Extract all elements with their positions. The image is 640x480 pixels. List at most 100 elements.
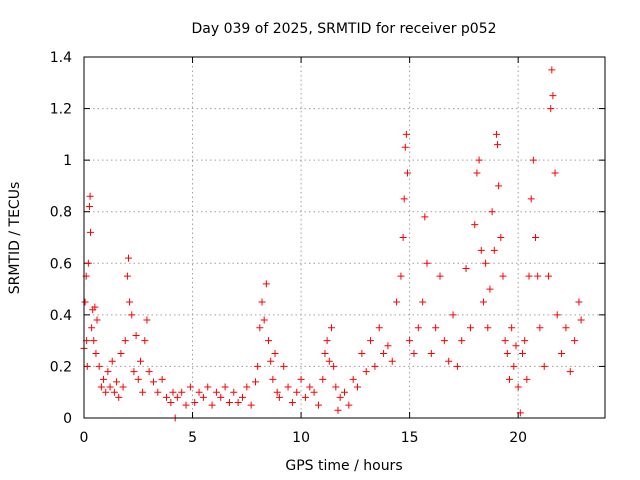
data-point: [84, 259, 92, 267]
data-point: [208, 401, 216, 409]
data-point: [492, 130, 500, 138]
data-point: [497, 234, 505, 241]
data-point: [258, 298, 266, 306]
data-points: [80, 66, 585, 422]
data-point: [134, 375, 142, 383]
data-point: [87, 228, 95, 236]
data-point: [547, 105, 555, 113]
data-point: [330, 362, 338, 370]
data-point: [410, 350, 418, 358]
data-point: [104, 368, 112, 376]
data-point: [149, 378, 157, 386]
data-point: [141, 337, 149, 345]
data-point: [90, 337, 98, 345]
data-point: [400, 195, 408, 203]
data-point: [121, 337, 129, 345]
data-point: [162, 393, 170, 401]
data-point: [117, 350, 125, 358]
x-axis-label: GPS time / hours: [285, 458, 402, 474]
data-point: [85, 203, 93, 211]
y-tick-label: 0.2: [50, 359, 72, 375]
data-point: [126, 298, 134, 306]
data-point: [393, 298, 401, 306]
data-point: [306, 383, 314, 391]
data-point: [123, 272, 131, 280]
data-point: [128, 311, 136, 319]
data-point: [204, 383, 212, 391]
data-point: [262, 280, 270, 288]
data-point: [119, 383, 127, 391]
data-point: [108, 357, 116, 365]
data-point: [267, 357, 275, 365]
data-point: [354, 383, 362, 391]
data-point: [458, 337, 466, 345]
data-point: [269, 375, 277, 383]
data-point: [92, 350, 100, 358]
data-point: [243, 383, 251, 391]
data-point: [273, 388, 281, 396]
data-point: [301, 393, 309, 401]
data-point: [234, 399, 242, 407]
data-point: [566, 368, 574, 376]
data-point: [136, 357, 144, 365]
data-point: [130, 368, 138, 376]
data-point: [88, 324, 96, 332]
data-point: [548, 66, 556, 74]
data-point: [527, 195, 535, 203]
data-point: [488, 208, 496, 216]
data-point: [325, 357, 333, 365]
data-point: [453, 362, 461, 370]
data-point: [275, 393, 283, 401]
data-point: [399, 234, 407, 241]
data-point: [523, 375, 531, 383]
data-point: [473, 169, 481, 177]
data-point: [532, 234, 540, 241]
data-point: [423, 259, 431, 267]
data-point: [508, 324, 516, 332]
data-point: [310, 388, 318, 396]
axis-ticks: 0 0.2 0.4 0.6 0.8 1 1.2 1.4 0 5 10 15 20: [50, 50, 605, 446]
data-point: [110, 388, 118, 396]
data-point: [388, 357, 396, 365]
x-tick-label: 15: [401, 430, 419, 446]
data-point: [540, 362, 548, 370]
data-point: [323, 337, 331, 345]
data-point: [288, 399, 296, 407]
data-point: [477, 246, 485, 254]
data-point: [265, 337, 273, 345]
data-point: [466, 324, 474, 332]
data-point: [83, 362, 91, 370]
data-point: [230, 388, 238, 396]
data-point: [414, 324, 422, 332]
data-point: [562, 324, 570, 332]
data-point: [341, 388, 348, 396]
data-point: [191, 399, 199, 407]
data-point: [91, 303, 99, 311]
data-point: [503, 350, 511, 358]
data-point: [251, 378, 259, 386]
data-point: [397, 272, 405, 280]
data-point: [445, 357, 453, 365]
data-point: [293, 388, 301, 396]
data-point: [495, 182, 503, 190]
data-point: [421, 213, 429, 221]
data-point: [125, 254, 133, 262]
data-point: [436, 272, 444, 280]
x-tick-label: 20: [509, 430, 527, 446]
data-point: [280, 362, 288, 370]
data-point: [221, 383, 229, 391]
data-point: [516, 409, 524, 417]
data-point: [358, 350, 366, 358]
data-point: [577, 316, 585, 324]
data-point: [490, 246, 498, 254]
data-point: [512, 342, 520, 350]
data-point: [314, 401, 322, 409]
data-point: [97, 383, 105, 391]
data-point: [332, 383, 340, 391]
data-point: [499, 272, 507, 280]
data-point: [225, 399, 233, 407]
data-point: [380, 350, 388, 358]
data-point: [106, 383, 114, 391]
data-point: [95, 362, 103, 370]
data-point: [158, 375, 166, 383]
